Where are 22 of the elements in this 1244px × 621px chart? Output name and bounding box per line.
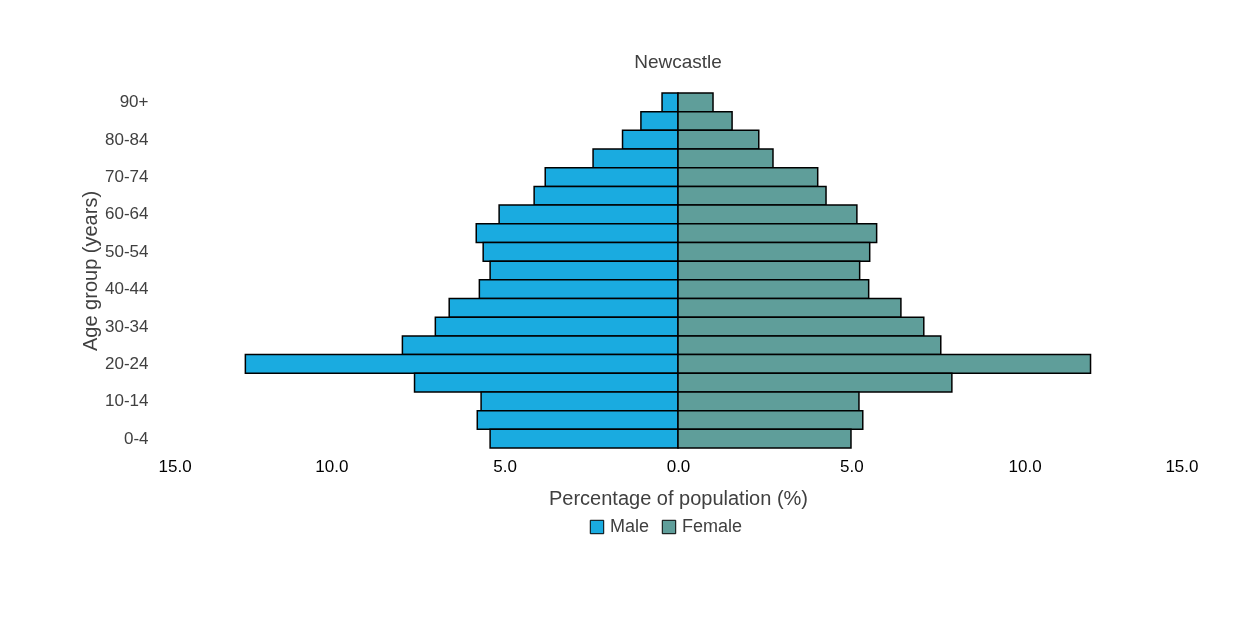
y-axis-title: Age group (years) xyxy=(79,190,102,352)
x-tick-label: 10.0 xyxy=(315,456,349,476)
chart-title: Newcastle xyxy=(634,51,722,73)
x-tick-label: 0.0 xyxy=(666,456,691,476)
y-tick-label: 80-84 xyxy=(105,129,149,149)
y-tick-label: 50-54 xyxy=(105,241,149,261)
x-axis-title: Percentage of population (%) xyxy=(548,486,809,509)
x-tick-label: 15.0 xyxy=(158,456,192,476)
x-tick-label: 5.0 xyxy=(493,456,517,476)
x-tick-label: 5.0 xyxy=(840,456,864,476)
x-tick-label: 10.0 xyxy=(1008,456,1042,476)
y-tick-label: 30-34 xyxy=(105,316,149,336)
y-tick-label: 40-44 xyxy=(105,279,149,299)
y-tick-label: 0-4 xyxy=(123,428,149,448)
legend-label: Male xyxy=(610,516,650,536)
y-tick-label: 60-64 xyxy=(105,204,149,224)
x-tick-label: 15.0 xyxy=(1165,456,1199,476)
y-tick-label: 70-74 xyxy=(105,167,149,187)
legend-label: Female xyxy=(682,516,743,536)
y-tick-label: 10-14 xyxy=(105,391,149,411)
y-tick-label: 20-24 xyxy=(105,353,149,373)
y-tick-label: 90+ xyxy=(119,92,149,112)
